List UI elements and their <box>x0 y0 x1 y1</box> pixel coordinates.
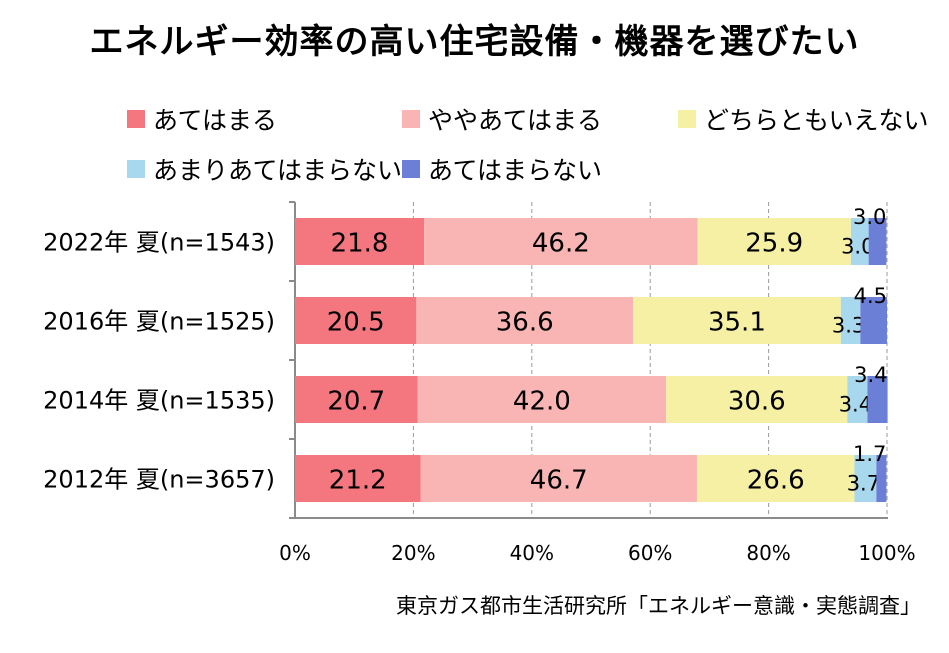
data-label: 3.0 <box>853 205 886 229</box>
bar-segment <box>696 455 855 502</box>
x-tick-label: 60% <box>628 541 672 565</box>
bar-segment <box>847 376 868 423</box>
x-tick-label: 80% <box>746 541 790 565</box>
bar-segment <box>420 455 697 502</box>
legend-label: どちらともいえない <box>704 106 929 135</box>
data-label: 4.5 <box>854 284 887 308</box>
legend-label: あまりあてはまらない <box>153 156 403 185</box>
legend-item-somewhat-agree: ややあてはまる <box>402 101 602 137</box>
bar-segment <box>867 376 888 423</box>
bar-segment <box>860 297 887 344</box>
data-label: 1.7 <box>853 442 886 466</box>
legend-label: ややあてはまる <box>428 106 603 135</box>
legend-label: あてはまらない <box>428 156 603 185</box>
data-label: 3.4 <box>839 393 872 417</box>
legend-swatch <box>678 110 696 128</box>
data-label: 3.4 <box>854 363 887 387</box>
data-label: 20.5 <box>327 308 385 338</box>
legend-swatch <box>402 110 420 128</box>
bar-segment <box>840 297 861 344</box>
legend-item-neutral: どちらともいえない <box>678 101 929 137</box>
bar-segment <box>295 297 417 344</box>
bar-segment <box>424 218 698 265</box>
bar-segment <box>697 218 851 265</box>
data-label: 26.6 <box>747 466 805 496</box>
legend-label: あてはまる <box>153 106 278 135</box>
legend-swatch <box>127 110 145 128</box>
legend-item-agree: あてはまる <box>127 101 277 137</box>
legend-item-disagree: あてはまらない <box>402 151 602 187</box>
data-label: 21.8 <box>331 229 389 259</box>
bar-segment <box>295 376 418 423</box>
bar-segment <box>666 376 848 423</box>
data-label: 3.3 <box>832 314 865 338</box>
chart-title: エネルギー効率の高い住宅設備・機器を選びたい <box>89 22 860 62</box>
bar-segment <box>633 297 841 344</box>
bar-segment <box>850 218 869 265</box>
bar-segment <box>876 455 887 502</box>
category-label: 2014年 夏(n=1535) <box>43 387 275 415</box>
data-label: 21.2 <box>329 466 387 496</box>
legend-swatch <box>402 160 420 178</box>
bar-segment <box>854 455 877 502</box>
data-label: 35.1 <box>708 308 766 338</box>
data-label: 46.7 <box>530 466 588 496</box>
data-label: 42.0 <box>513 387 571 417</box>
x-tick-label: 20% <box>391 541 435 565</box>
category-label: 2016年 夏(n=1525) <box>43 308 275 336</box>
legend-item-somewhat-disagree: あまりあてはまらない <box>127 151 402 187</box>
bar-segment <box>417 376 667 423</box>
data-label: 25.9 <box>745 229 803 259</box>
x-tick-label: 40% <box>510 541 554 565</box>
bar-segment <box>295 455 421 502</box>
data-label: 20.7 <box>327 387 385 417</box>
legend-swatch <box>127 160 145 178</box>
x-tick-label: 100% <box>858 541 915 565</box>
data-label: 36.6 <box>496 308 554 338</box>
data-label: 46.2 <box>532 229 590 259</box>
data-label: 3.7 <box>847 472 880 496</box>
x-tick-label: 0% <box>279 541 311 565</box>
category-label: 2012年 夏(n=3657) <box>43 466 275 494</box>
data-label: 30.6 <box>728 387 786 417</box>
category-label: 2022年 夏(n=1543) <box>43 229 275 257</box>
bar-segment <box>416 297 634 344</box>
bar-segment <box>295 218 425 265</box>
bar-segment <box>868 218 887 265</box>
source-note: 東京ガス都市生活研究所「エネルギー意識・実態調査」 <box>396 594 921 618</box>
